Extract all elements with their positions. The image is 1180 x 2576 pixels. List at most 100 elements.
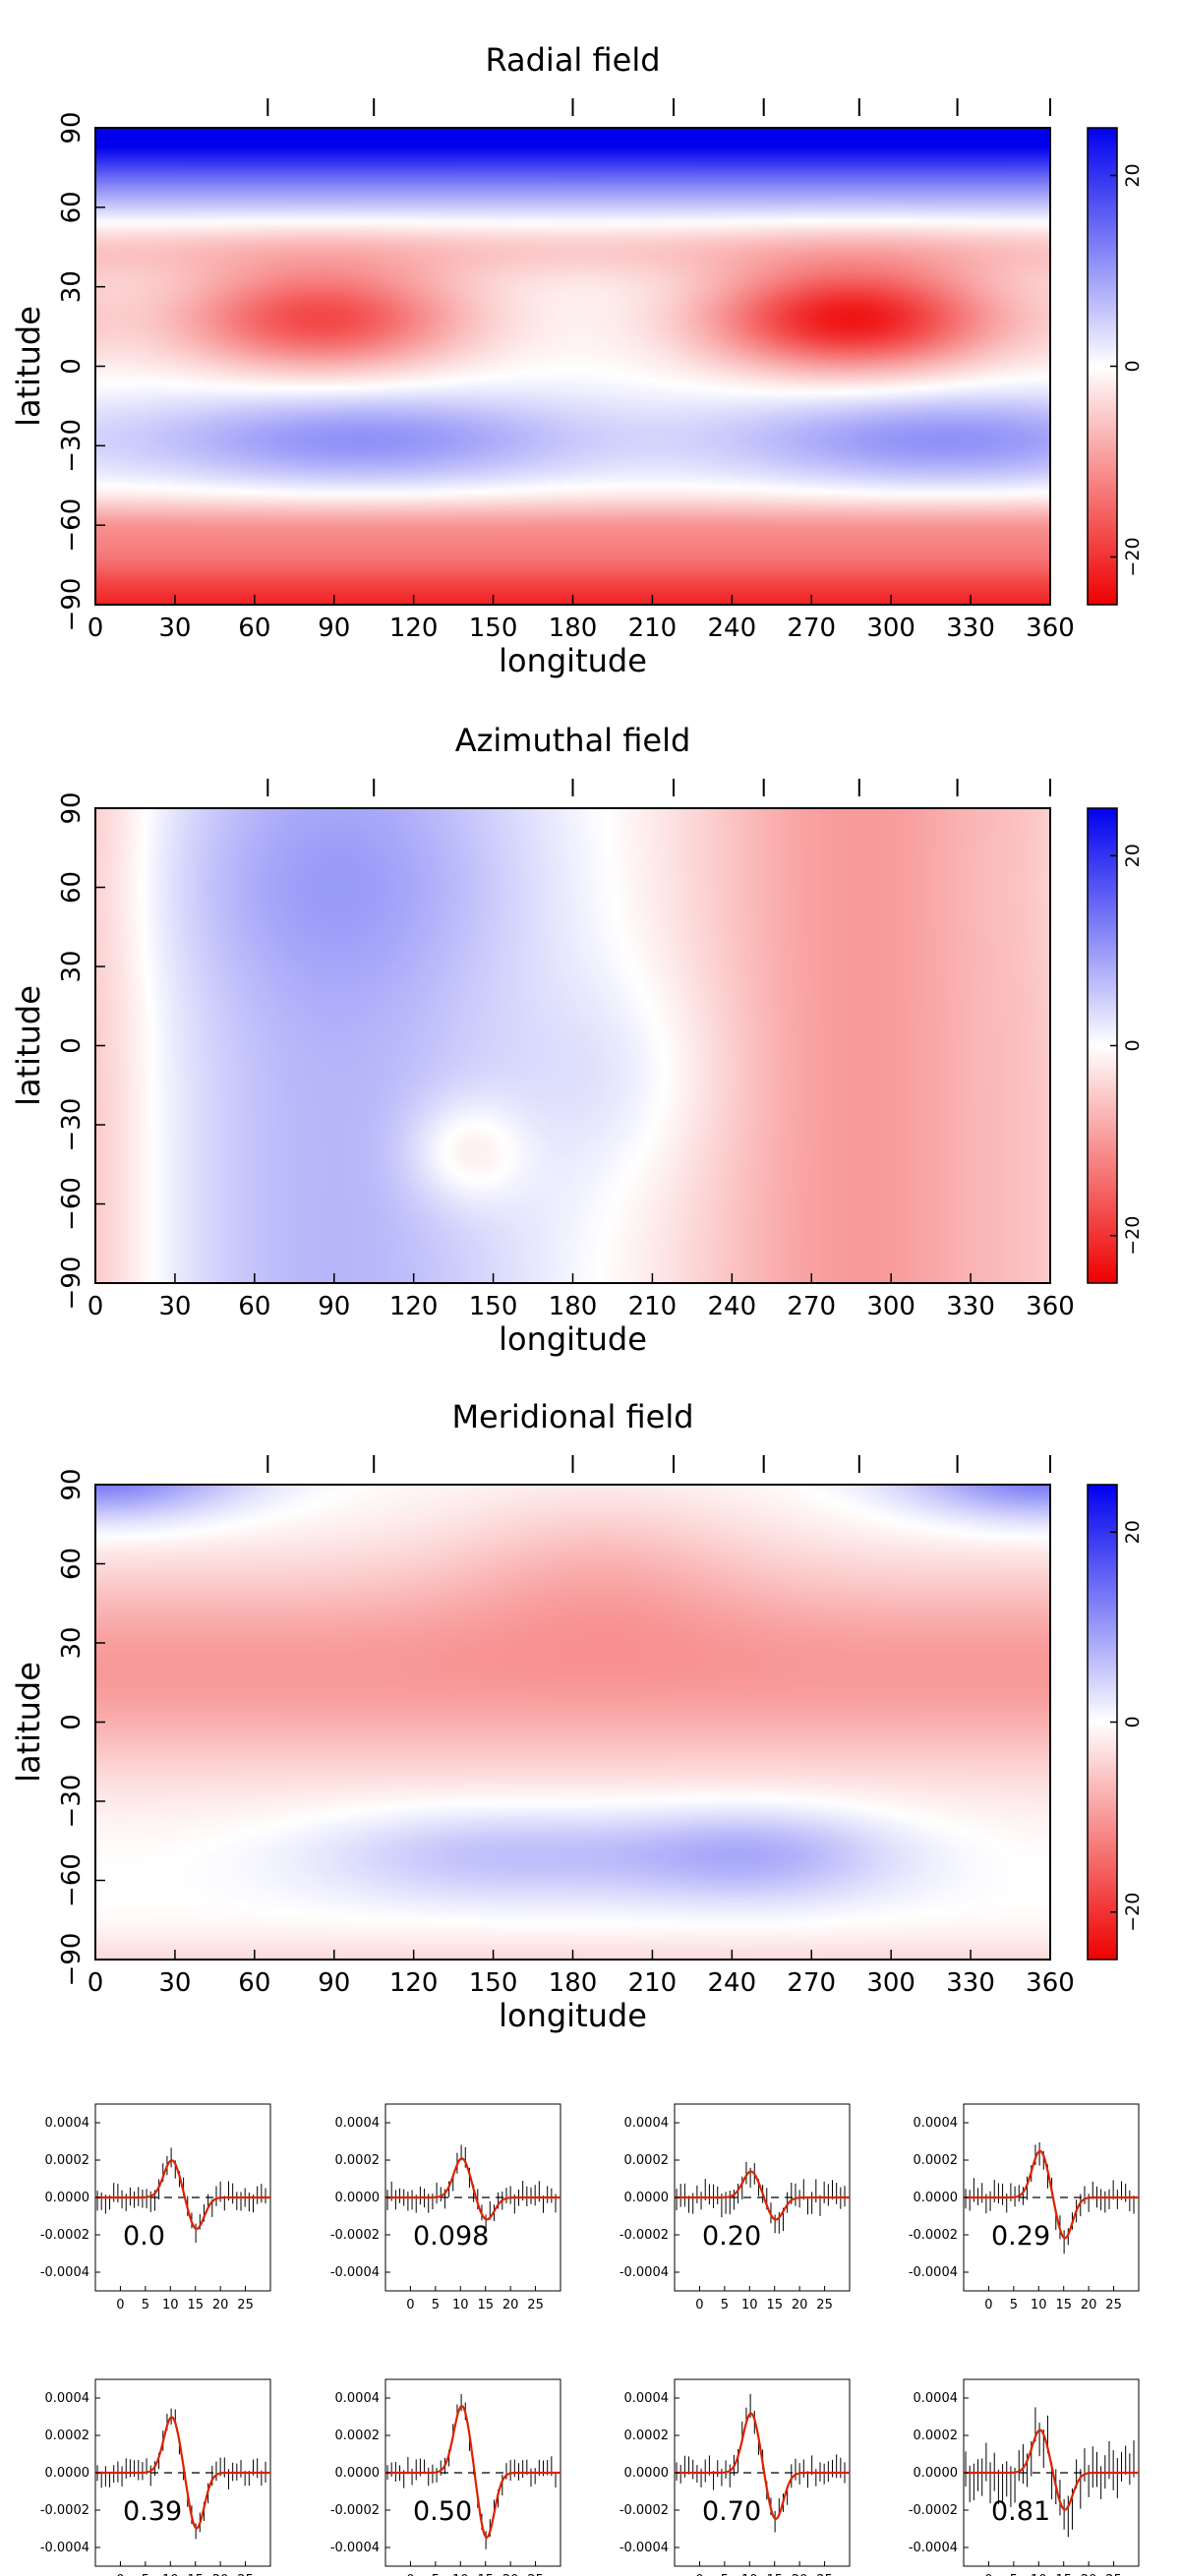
x-tick-label: 15 bbox=[1055, 2573, 1072, 2576]
x-tick-label: 15 bbox=[766, 2298, 783, 2313]
y-tick-label: 0.0000 bbox=[335, 2466, 381, 2481]
x-tick-label: 240 bbox=[708, 614, 757, 643]
x-tick-label: 0 bbox=[695, 2298, 703, 2313]
y-tick-label: 0.0004 bbox=[624, 2391, 670, 2406]
x-tick-label: 25 bbox=[1105, 2298, 1122, 2313]
colorbar-tick-label: 20 bbox=[1122, 1520, 1144, 1544]
x-tick-label: 20 bbox=[502, 2298, 519, 2313]
colorbar-tick-label: −20 bbox=[1122, 1893, 1144, 1932]
x-tick-label: 20 bbox=[1081, 2573, 1097, 2576]
y-tick-label: 90 bbox=[57, 1468, 87, 1500]
x-tick-label: 30 bbox=[158, 614, 191, 643]
y-tick-label: 0 bbox=[57, 358, 87, 375]
x-tick-label: 20 bbox=[212, 2573, 229, 2576]
model-profile-line bbox=[95, 2416, 270, 2530]
y-tick-label: 60 bbox=[57, 1548, 87, 1580]
y-tick-label: 0.0002 bbox=[914, 2153, 959, 2168]
x-tick-label: 10 bbox=[452, 2298, 469, 2313]
y-tick-label: -0.0004 bbox=[40, 2541, 89, 2555]
x-tick-label: 5 bbox=[142, 2573, 149, 2576]
x-tick-label: 30 bbox=[158, 1292, 191, 1321]
x-tick-label: 10 bbox=[741, 2298, 758, 2313]
phase-label: 0.81 bbox=[991, 2496, 1050, 2527]
profile-panel-4: 0.0004 0.0002 0.0000 -0.0002 -0.0004 0 5 10 15 20… bbox=[909, 2103, 1140, 2313]
y-tick-label: 0.0004 bbox=[914, 2116, 959, 2131]
x-tick-label: 360 bbox=[1026, 614, 1075, 643]
y-tick-label: 0.0002 bbox=[335, 2429, 381, 2443]
x-tick-label: 15 bbox=[187, 2298, 204, 2313]
x-tick-label: 90 bbox=[318, 614, 350, 643]
x-tick-label: 25 bbox=[1105, 2573, 1122, 2576]
x-tick-label: 0 bbox=[88, 1292, 104, 1321]
y-tick-label: 30 bbox=[57, 950, 87, 982]
x-tick-label: 15 bbox=[1055, 2298, 1072, 2313]
x-tick-label: 180 bbox=[549, 1968, 598, 1998]
y-tick-label: 0.0004 bbox=[45, 2391, 90, 2406]
y-tick-label: 30 bbox=[57, 1626, 87, 1659]
model-profile-line bbox=[95, 2159, 270, 2231]
y-tick-label: 0.0004 bbox=[914, 2391, 959, 2406]
x-tick-label: 240 bbox=[708, 1968, 757, 1998]
x-axis-label: longitude bbox=[499, 1997, 647, 2034]
colorbar: 20 0 −20 bbox=[1087, 127, 1144, 606]
x-tick-label: 15 bbox=[477, 2298, 494, 2313]
y-tick-label: 60 bbox=[57, 871, 87, 904]
x-tick-label: 20 bbox=[792, 2298, 808, 2313]
profile-panel-7: 0.0004 0.0002 0.0000 -0.0002 -0.0004 0 5 10 15 20… bbox=[620, 2378, 851, 2576]
colorbar-tick-label: 0 bbox=[1122, 360, 1144, 372]
x-tick-label: 10 bbox=[1031, 2298, 1047, 2313]
profile-panel-8: 0.0004 0.0002 0.0000 -0.0002 -0.0004 0 5 10 15 20… bbox=[909, 2378, 1140, 2576]
x-tick-label: 20 bbox=[792, 2573, 808, 2576]
x-tick-label: 10 bbox=[452, 2573, 469, 2576]
x-tick-label: 210 bbox=[628, 1968, 678, 1998]
x-tick-label: 60 bbox=[238, 614, 270, 643]
map-title: Meridional field bbox=[451, 1398, 693, 1435]
x-tick-label: 5 bbox=[1010, 2298, 1018, 2313]
x-tick-label: 10 bbox=[1031, 2573, 1047, 2576]
model-profile-line bbox=[675, 2170, 850, 2221]
x-tick-label: 90 bbox=[318, 1968, 350, 1998]
colorbar-tick-label: −20 bbox=[1122, 537, 1144, 576]
x-tick-label: 5 bbox=[721, 2573, 729, 2576]
y-tick-label: -0.0004 bbox=[330, 2265, 380, 2280]
x-tick-label: 120 bbox=[389, 1968, 439, 1998]
x-tick-label: 60 bbox=[238, 1292, 270, 1321]
x-tick-label: 0 bbox=[984, 2573, 992, 2576]
y-tick-label: 0.0000 bbox=[914, 2191, 959, 2205]
y-tick-label: -0.0002 bbox=[620, 2503, 669, 2518]
model-profile-line bbox=[385, 2404, 560, 2540]
y-axis-label: latitude bbox=[10, 1662, 47, 1783]
y-tick-label: −90 bbox=[57, 1257, 87, 1311]
y-tick-label: −60 bbox=[57, 1853, 87, 1907]
model-profile-line bbox=[964, 2429, 1139, 2511]
phase-label: 0.20 bbox=[702, 2221, 761, 2252]
y-tick-label: −30 bbox=[57, 419, 87, 473]
x-tick-label: 270 bbox=[787, 1968, 836, 1998]
y-tick-label: 0.0000 bbox=[914, 2466, 959, 2481]
model-profile-line bbox=[385, 2157, 560, 2221]
y-tick-label: 30 bbox=[57, 270, 87, 303]
y-tick-label: -0.0002 bbox=[620, 2228, 669, 2243]
model-profile-line bbox=[675, 2412, 850, 2521]
heatmap-image bbox=[95, 128, 1050, 605]
colorbar: 20 0 −20 bbox=[1087, 807, 1144, 1284]
x-tick-label: 360 bbox=[1026, 1968, 1075, 1998]
profile-panel-3: 0.0004 0.0002 0.0000 -0.0002 -0.0004 0 5 10 15 20… bbox=[620, 2103, 851, 2313]
y-tick-label: -0.0004 bbox=[620, 2265, 669, 2280]
x-tick-label: 15 bbox=[766, 2573, 783, 2576]
phase-label: 0.50 bbox=[413, 2496, 472, 2527]
y-tick-label: -0.0002 bbox=[330, 2228, 380, 2243]
x-tick-label: 5 bbox=[1010, 2573, 1018, 2576]
y-tick-label: 0.0000 bbox=[335, 2191, 381, 2205]
phase-label: 0.39 bbox=[123, 2496, 182, 2527]
x-tick-label: 0 bbox=[406, 2298, 414, 2313]
model-profile-line bbox=[964, 2149, 1139, 2240]
x-tick-label: 90 bbox=[318, 1292, 350, 1321]
x-tick-label: 330 bbox=[946, 1292, 995, 1321]
x-tick-label: 25 bbox=[237, 2298, 254, 2313]
x-tick-label: 210 bbox=[628, 614, 678, 643]
colorbar: 20 0 −20 bbox=[1087, 1484, 1144, 1961]
y-tick-label: 90 bbox=[57, 791, 87, 824]
